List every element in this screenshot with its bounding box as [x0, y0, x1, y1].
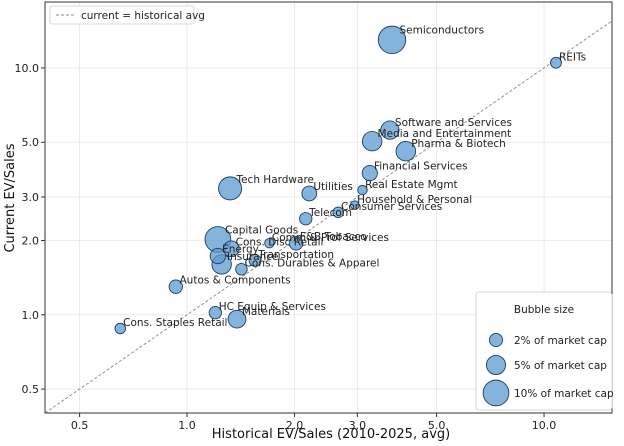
bubble-label: HC Equip & Services — [219, 301, 326, 313]
bubble-label: Pharma & Biotech — [411, 138, 506, 150]
bubble-label: Insurance — [227, 251, 279, 263]
bubble-label: Software and Services — [395, 117, 512, 129]
size-legend-bubble — [486, 355, 506, 375]
bubble-hc-equip-services — [208, 306, 222, 320]
x-tick-label: 2.0 — [286, 419, 304, 432]
x-tick-label: 1.0 — [178, 419, 196, 432]
bubble-label: Autos & Components — [180, 275, 291, 287]
bubble-materials — [227, 309, 247, 329]
y-axis-label: Current EV/Sales — [3, 143, 18, 252]
y-tick-label: 0.5 — [22, 383, 40, 396]
x-axis-ticks: 0.5 1.0 2.0 3.0 5.0 10.0 — [71, 413, 556, 432]
y-tick-label: 2.0 — [22, 234, 40, 247]
bubble-energy — [209, 247, 227, 265]
bubble-reits — [550, 56, 562, 69]
y-tick-label: 10.0 — [15, 62, 40, 75]
y-tick-label: 3.0 — [22, 191, 40, 204]
x-tick-label: 0.5 — [71, 419, 89, 432]
bubble-financial-services — [361, 165, 378, 182]
bubble-label: Materials — [242, 306, 290, 318]
bubble-telecom — [299, 212, 313, 226]
x-axis-label: Historical EV/Sales (2010-2025, avg) — [212, 427, 450, 442]
bubble-label: Telecom — [308, 207, 352, 219]
y-tick-label: 1.0 — [22, 309, 40, 322]
bubble-label: Utilities — [313, 181, 353, 193]
bubble-cons-staples-retail — [114, 322, 126, 335]
bubble-label: Semiconductors — [400, 25, 485, 37]
bubble-autos-components — [168, 279, 183, 294]
y-tick-label: 5.0 — [22, 136, 40, 149]
line-legend-label: current = historical avg — [81, 10, 205, 22]
size-legend: Bubble size 2% of market cap 5% of market… — [475, 291, 614, 411]
bubble-real-estate-mgmt — [357, 184, 368, 196]
bubble-label: Tech Hardware — [235, 174, 314, 186]
grid-lines — [45, 2, 612, 413]
bubble-label: Cons. Durables & Apparel — [245, 258, 380, 270]
bubble-cons-durables-apparel — [235, 262, 248, 276]
bubbles — [114, 25, 562, 335]
size-legend-label: 2% of market cap — [514, 335, 607, 347]
x-tick-label: 10.0 — [532, 419, 557, 432]
size-legend-label: 10% of market cap — [514, 388, 614, 400]
bubble-pharma-biotech — [395, 140, 417, 162]
x-tick-label: 3.0 — [349, 419, 367, 432]
bubble-label: Media and Entertainment — [378, 128, 512, 140]
bubble-label: Transportation — [257, 249, 334, 261]
bubble-label: Financial Services — [374, 161, 468, 173]
bubble-household-personal — [350, 200, 360, 210]
y-axis-ticks: 0.5 1.0 2.0 3.0 5.0 10.0 — [15, 62, 45, 396]
bubble-utilities — [301, 185, 318, 202]
bubble-consumer-services — [332, 206, 344, 219]
bubble-label: Consumer Services — [341, 201, 442, 213]
bubble-label: Comm & Prof Services — [272, 232, 389, 244]
plot-frame — [44, 1, 613, 414]
x-tick-label: 5.0 — [428, 419, 446, 432]
bubble-label: Real Estate Mgmt — [365, 179, 458, 191]
bubble-label: Household & Personal — [357, 194, 472, 206]
bubble-label: Cons. Staples Retail — [123, 317, 227, 329]
bubble-label: Cons. Disc Retail — [236, 236, 324, 248]
bubble-comm-prof-services — [264, 238, 275, 249]
bubble-media-and-entertainment — [361, 130, 383, 152]
bubble-transportation — [248, 254, 262, 267]
bubble-label: F&B Tobacco — [300, 231, 367, 243]
size-legend-bubble — [482, 379, 510, 407]
bubble-label: Capital Goods — [225, 225, 298, 237]
size-legend-label: 5% of market cap — [514, 360, 607, 372]
bubble-tech-hardware — [218, 176, 243, 201]
bubble-f-b-tobacco — [288, 235, 304, 251]
bubble-labels: Semiconductors REITs Software and Services… — [123, 25, 586, 329]
bubble-semiconductors — [377, 25, 407, 54]
bubble-software-and-services — [380, 120, 400, 140]
size-legend-bubble — [488, 332, 504, 348]
bubble-label: REITs — [559, 51, 586, 63]
bubble-cons-disc-retail — [222, 240, 240, 258]
bubble-label: Energy — [222, 244, 259, 256]
line-legend: current = historical avg — [49, 5, 205, 25]
size-legend-title: Bubble size — [514, 304, 574, 316]
